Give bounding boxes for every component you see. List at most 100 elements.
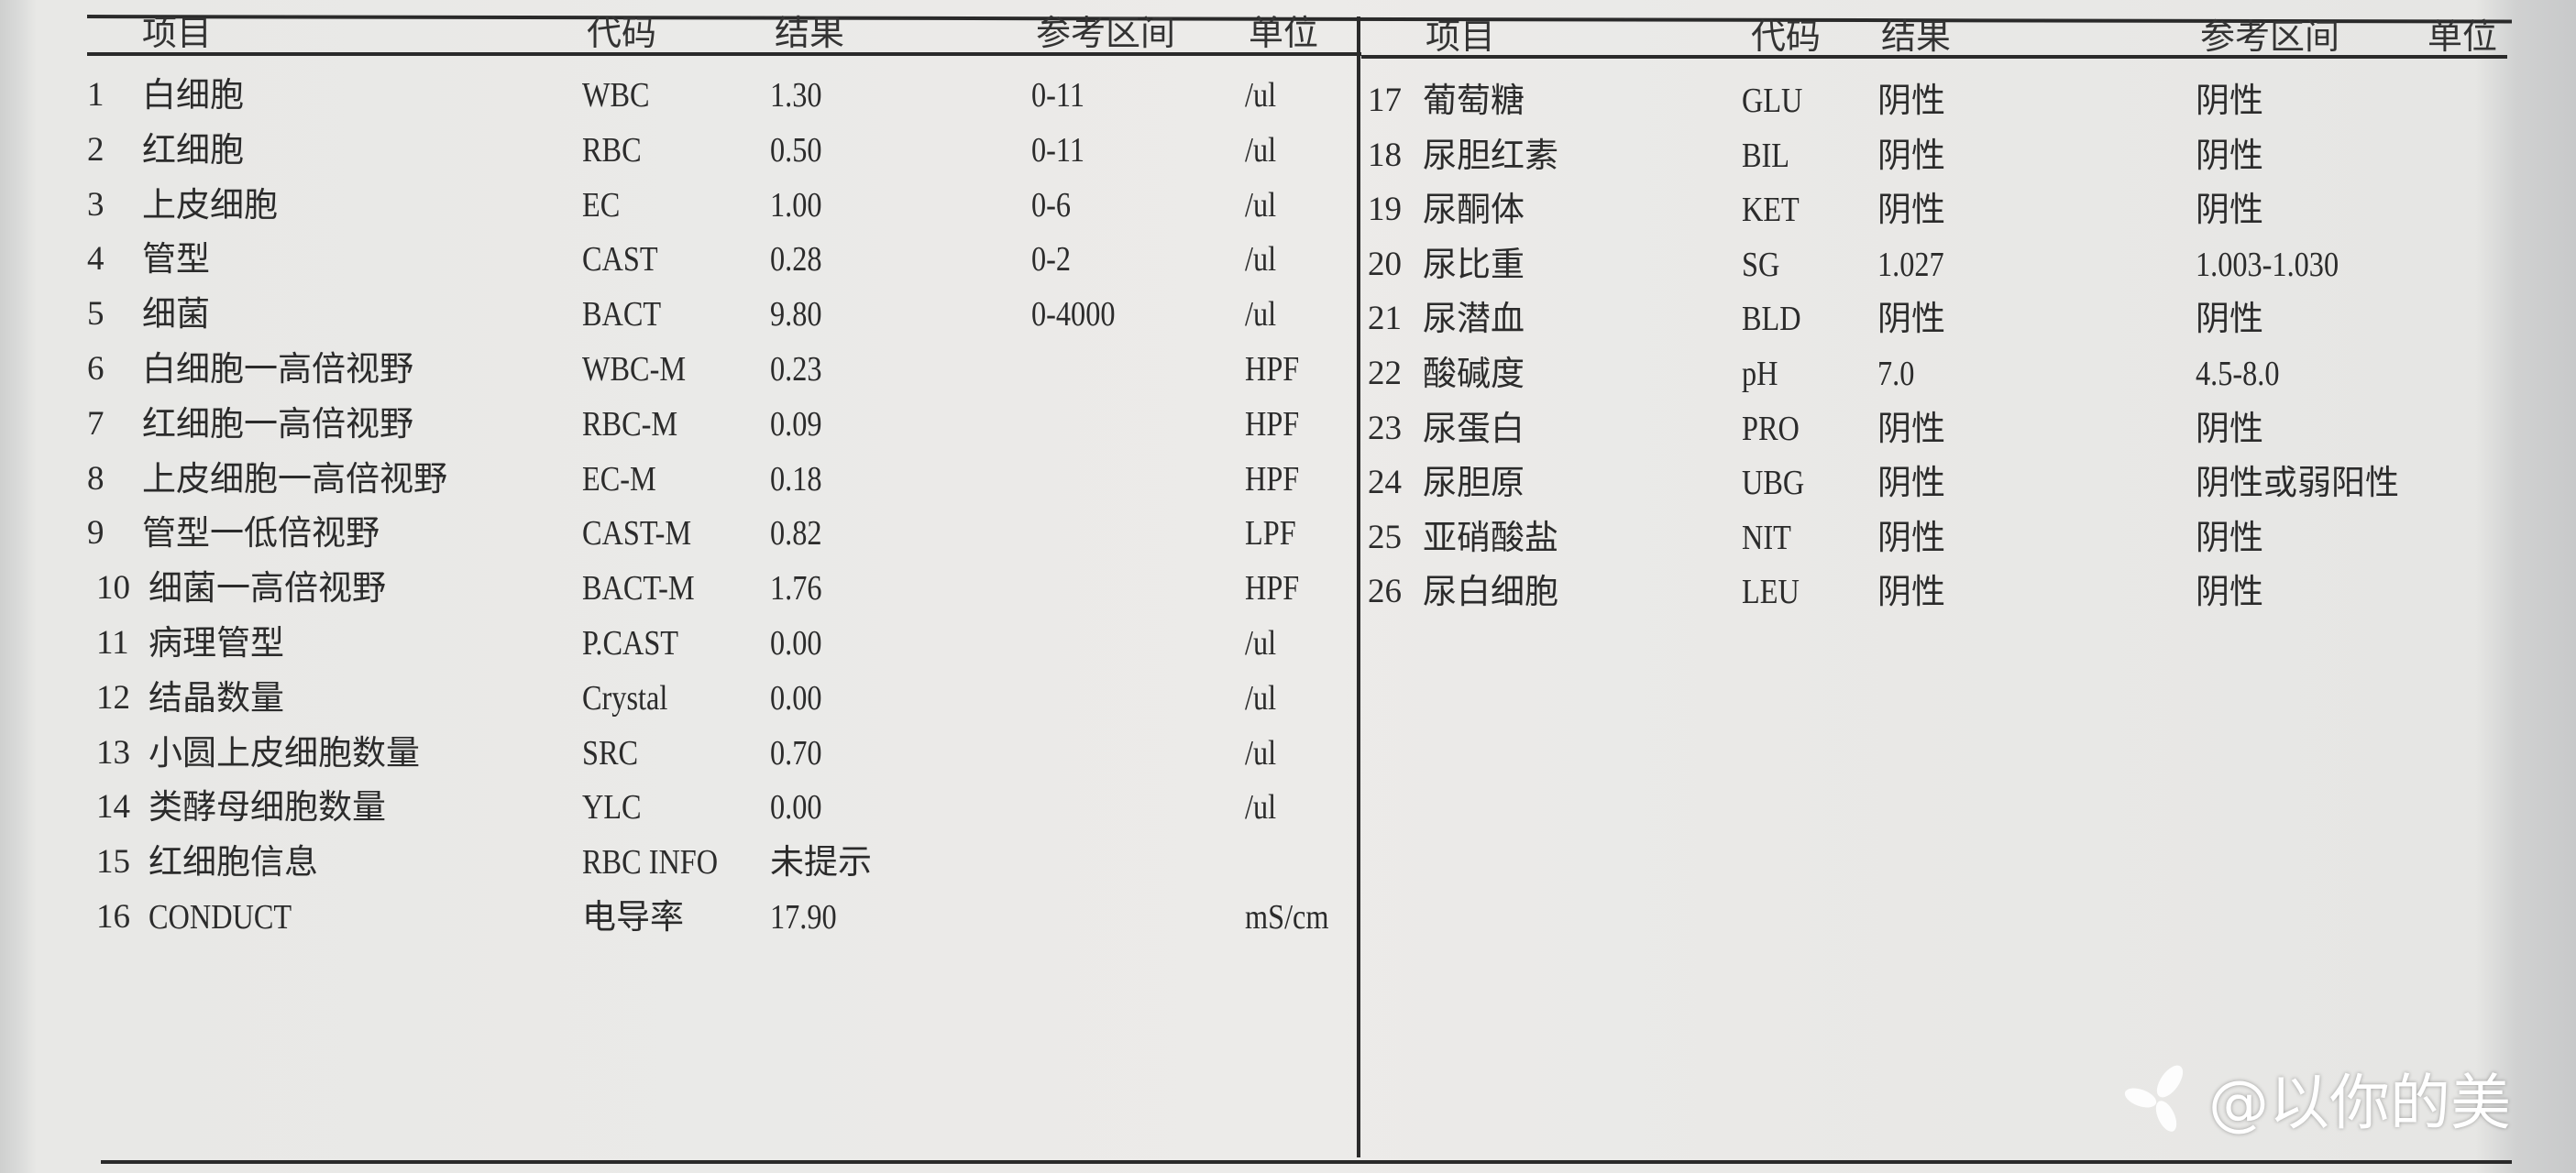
row-code: WBC [582,76,650,115]
row-number: 19 [1368,191,1402,229]
row-item: 葡萄糖 [1423,81,1525,120]
row-result: 1.76 [770,569,822,608]
row-unit: HPF [1245,459,1300,499]
row-result: 9.80 [770,295,822,334]
row-code: CAST [582,240,658,280]
row-item: 细菌 [142,294,210,334]
row-result: 阴性 [1877,135,1945,175]
row-reference: 0-4000 [1031,295,1116,334]
row-unit: /ul [1245,76,1277,115]
row-code: KET [1742,191,1800,230]
row-code: CAST-M [582,514,692,554]
row-number: 11 [96,624,129,662]
row-item: 尿酮体 [1423,190,1525,230]
row-item: 结晶数量 [149,677,284,718]
row-code: RBC-M [582,404,678,444]
row-item: 尿白细胞 [1423,572,1558,612]
row-number: 7 [87,404,105,443]
row-number: 18 [1368,136,1402,174]
row-result: 0.23 [770,350,822,389]
row-code: LEU [1742,573,1800,612]
row-code: PRO [1742,409,1800,448]
row-item: CONDUCT [149,898,292,937]
watermark: @以你的美 [2122,1054,2511,1142]
row-result: 7.0 [1877,355,1915,393]
row-item: 红细胞 [142,129,244,170]
row-item: 病理管型 [149,623,284,663]
row-unit: /ul [1245,185,1277,225]
row-number: 22 [1368,355,1402,392]
row-unit: /ul [1245,240,1277,280]
row-result: 0.70 [770,733,822,773]
header-code: 代码 [587,13,657,53]
row-item: 酸碱度 [1423,354,1525,393]
row-number: 20 [1368,245,1402,283]
header-reference: 参考区间 [1036,13,1176,53]
row-number: 1 [87,76,105,114]
row-unit: /ul [1245,733,1277,773]
row-result: 阴性 [1877,190,1945,230]
row-number: 16 [96,898,130,936]
row-result: 阴性 [1877,299,1945,339]
row-number: 21 [1368,300,1402,338]
row-unit: /ul [1245,130,1277,170]
row-item: 尿胆原 [1423,463,1525,503]
row-number: 17 [1368,82,1402,119]
row-code: EC [582,185,621,225]
header-item: 项目 [142,13,213,53]
row-number: 5 [87,295,105,334]
column-divider [1357,16,1360,1157]
row-item: 管型 [142,239,210,280]
row-code: YLC [582,788,642,828]
row-unit: LPF [1245,514,1296,554]
row-reference: 阴性 [2196,135,2263,175]
row-item: 上皮细胞 [142,184,278,225]
row-code: WBC-M [582,350,687,389]
row-code: RBC INFO [582,843,719,882]
row-reference: 阴性或弱阳性 [2196,463,2399,503]
row-code: 电导率 [582,897,684,937]
row-unit: /ul [1245,295,1277,334]
row-code: GLU [1742,82,1803,120]
row-number: 23 [1368,409,1402,447]
row-item: 管型一低倍视野 [142,513,380,554]
row-result: 0.00 [770,788,822,828]
row-unit: /ul [1245,678,1277,718]
row-code: UBG [1742,464,1805,503]
row-item: 上皮细胞一高倍视野 [142,458,447,499]
row-unit: HPF [1245,350,1300,389]
row-code: BLD [1742,300,1801,339]
row-code: pH [1742,355,1778,393]
header-item: 项目 [1426,16,1496,57]
row-number: 3 [87,185,105,224]
row-reference: 1.003-1.030 [2196,245,2339,284]
row-unit: /ul [1245,788,1277,828]
row-number: 6 [87,350,105,388]
row-code: BACT [582,295,662,334]
row-reference: 0-11 [1031,130,1085,170]
row-reference: 阴性 [2196,408,2263,448]
row-reference: 阴性 [2196,299,2263,339]
row-item: 尿比重 [1423,244,1525,284]
row-code: SG [1742,245,1780,284]
row-result: 0.09 [770,404,822,444]
row-number: 14 [96,788,130,827]
row-reference: 0-6 [1031,185,1072,225]
header-unit: 单位 [2427,16,2498,57]
row-item: 细菌一高倍视野 [149,568,386,608]
row-reference: 阴性 [2196,572,2263,612]
leaf-flower-logo-icon [2124,1065,2184,1132]
row-result: 0.00 [770,624,822,663]
row-code: NIT [1742,518,1791,557]
row-reference: 阴性 [2196,81,2263,120]
watermark-text: @以你的美 [2208,1068,2511,1138]
row-item: 类酵母细胞数量 [149,787,386,828]
row-result: 未提示 [770,842,872,882]
row-result: 0.18 [770,459,822,499]
row-item: 小圆上皮细胞数量 [149,732,420,773]
row-number: 8 [87,459,105,498]
header-result: 结果 [1881,16,1952,57]
row-result: 17.90 [770,898,837,937]
row-number: 24 [1368,464,1402,502]
row-result: 1.00 [770,185,822,225]
